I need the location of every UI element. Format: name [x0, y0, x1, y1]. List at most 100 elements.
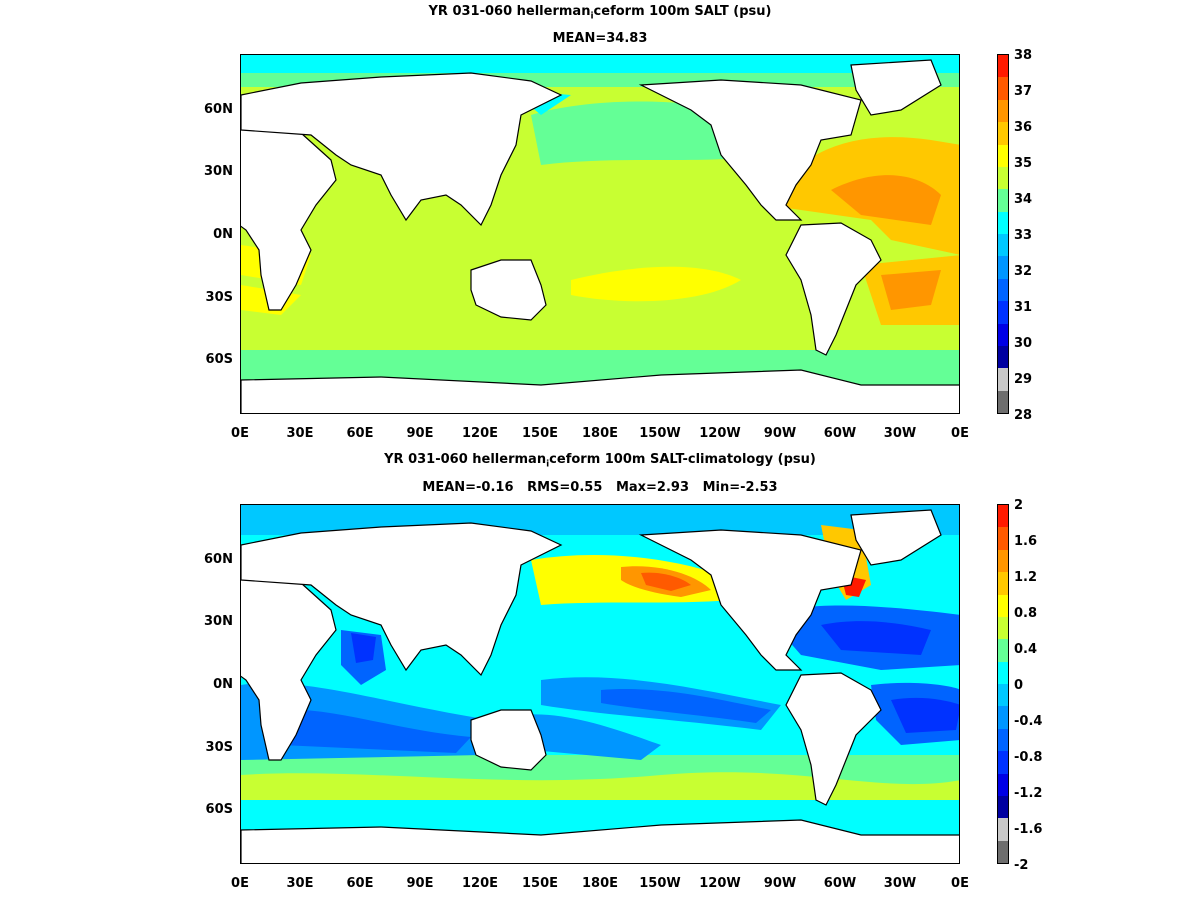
colorbar-label: 34 [1014, 192, 1033, 207]
y-tick: 30N [204, 164, 233, 179]
x-tick: 120E [461, 426, 499, 441]
greenland [850, 509, 942, 566]
colorbar-label: -0.4 [1014, 714, 1043, 729]
africa [241, 124, 337, 311]
colorbar-swatch [998, 639, 1008, 662]
colorbar-swatch [998, 323, 1008, 346]
x-tick: 150E [521, 426, 559, 441]
colorbar-swatch [998, 278, 1008, 302]
colorbar-label: -0.8 [1014, 750, 1043, 765]
colorbar-label: 0.8 [1014, 606, 1038, 621]
x-tick: 60W [823, 876, 857, 891]
y-tick: 30S [205, 740, 233, 755]
y-tick: 30N [204, 614, 233, 629]
colorbar-label: 1.6 [1014, 534, 1038, 549]
colorbar-label: 30 [1014, 336, 1033, 351]
panel1-subtitle: MEAN=34.83 [552, 31, 648, 46]
colorbar-label: 31 [1014, 300, 1033, 315]
colorbar-swatch [998, 661, 1008, 684]
colorbar-label: 37 [1014, 84, 1033, 99]
x-tick: 60W [823, 426, 857, 441]
pacific-strong [601, 689, 771, 723]
colorbar-label: 29 [1014, 372, 1033, 387]
arabian-sea-strong [351, 633, 376, 663]
land-masses [241, 59, 959, 413]
colorbar-swatch [998, 818, 1008, 841]
australia [470, 259, 547, 321]
x-tick: 0E [951, 876, 969, 891]
y-tick: 30S [205, 290, 233, 305]
colorbar-label: 32 [1014, 264, 1033, 279]
colorbar-swatch [998, 368, 1008, 391]
south-america [785, 222, 882, 356]
antarctica [241, 369, 959, 413]
colorbar-swatch [998, 706, 1008, 729]
north-america [638, 529, 862, 671]
x-tick: 30E [286, 426, 314, 441]
north-pacific-max [641, 572, 691, 591]
colorbar-swatch [998, 728, 1008, 752]
x-tick: 0E [951, 426, 969, 441]
south-indian-strong [271, 709, 471, 753]
colorbar-swatch [998, 77, 1008, 100]
panel2-title: YR 031-060 hellermaniceform 100m SALT-cl… [384, 452, 816, 470]
colorbar-swatch [998, 684, 1008, 707]
south-pacific-salty [571, 266, 741, 302]
panel1-colorbar [997, 54, 1009, 414]
africa [241, 574, 337, 761]
arctic-band-fresh [241, 55, 959, 73]
colorbar-label: 0.4 [1014, 642, 1038, 657]
y-tick: 60S [205, 352, 233, 367]
y-tick: 60S [205, 802, 233, 817]
y-tick: 0N [213, 227, 233, 242]
colorbar-swatch [998, 99, 1008, 123]
colorbar-label: 35 [1014, 156, 1033, 171]
x-tick: 60E [346, 876, 374, 891]
y-tick: 0N [213, 677, 233, 692]
x-tick: 30E [286, 876, 314, 891]
south-pacific-negative [521, 714, 661, 760]
x-tick: 90E [406, 426, 434, 441]
south-america [785, 672, 882, 806]
antarctica [241, 819, 959, 863]
colorbar-label: -2 [1014, 858, 1029, 873]
salinity-anomaly-map-svg [241, 505, 959, 863]
colorbar-swatch [998, 549, 1008, 573]
x-tick: 30W [883, 426, 917, 441]
x-tick: 90E [406, 876, 434, 891]
colorbar-swatch [998, 795, 1008, 819]
north-atlantic-max [831, 175, 941, 225]
colorbar-swatch [998, 189, 1008, 212]
x-tick: 180E [581, 426, 619, 441]
x-tick: 180E [581, 876, 619, 891]
panel1-title: YR 031-060 hellermaniceform 100m SALT (p… [428, 4, 772, 22]
x-tick: 150W [639, 426, 681, 441]
colorbar-swatch [998, 122, 1008, 145]
panel2-colorbar [997, 504, 1009, 864]
x-tick: 90W [763, 426, 797, 441]
x-tick: 0E [231, 426, 249, 441]
salinity-anomaly-map [240, 504, 960, 864]
colorbar-swatch [998, 840, 1008, 863]
x-tick: 30W [883, 876, 917, 891]
land-masses [241, 509, 959, 863]
colorbar-swatch [998, 773, 1008, 796]
x-tick: 0E [231, 876, 249, 891]
colorbar-label: 36 [1014, 120, 1033, 135]
colorbar-label: 38 [1014, 48, 1033, 63]
x-tick: 150W [639, 876, 681, 891]
colorbar-swatch [998, 572, 1008, 595]
salinity-map [240, 54, 960, 414]
colorbar-label: 1.2 [1014, 570, 1038, 585]
colorbar-swatch [998, 55, 1008, 78]
x-tick: 150E [521, 876, 559, 891]
colorbar-swatch [998, 345, 1008, 369]
colorbar-swatch [998, 234, 1008, 257]
colorbar-swatch [998, 211, 1008, 234]
x-tick: 120W [699, 876, 741, 891]
eurasia [241, 522, 563, 677]
colorbar-swatch [998, 527, 1008, 550]
north-atlantic-strong [821, 621, 931, 655]
x-tick: 90W [763, 876, 797, 891]
y-tick: 60N [204, 552, 233, 567]
